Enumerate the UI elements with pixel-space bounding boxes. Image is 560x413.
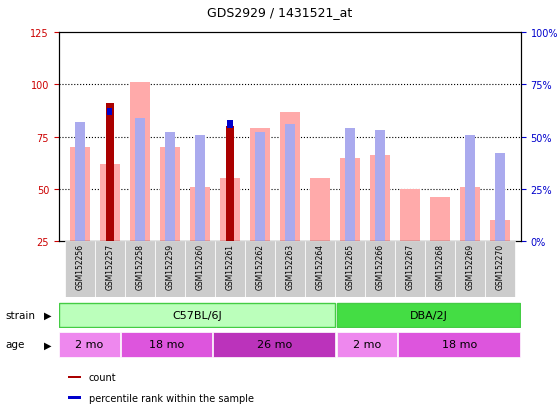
Bar <box>215 242 245 297</box>
Text: GSM152263: GSM152263 <box>285 243 295 289</box>
Bar <box>280 112 300 242</box>
Bar <box>455 242 485 297</box>
Text: GSM152258: GSM152258 <box>136 243 144 289</box>
Bar <box>430 198 450 242</box>
Text: DBA/2J: DBA/2J <box>409 310 447 320</box>
Bar <box>337 303 520 327</box>
Bar <box>134 119 145 242</box>
Bar <box>65 242 95 297</box>
Bar <box>284 125 295 242</box>
Text: C57BL/6J: C57BL/6J <box>172 310 222 320</box>
Text: GSM152259: GSM152259 <box>165 243 174 289</box>
Bar <box>125 242 155 297</box>
Text: 18 mo: 18 mo <box>149 339 184 350</box>
Text: GSM152261: GSM152261 <box>225 243 234 289</box>
Text: strain: strain <box>6 310 36 320</box>
Bar <box>344 129 355 242</box>
Bar <box>398 332 520 357</box>
Bar <box>121 332 212 357</box>
Bar <box>460 188 479 242</box>
Text: GSM152265: GSM152265 <box>346 243 354 289</box>
Bar <box>395 242 425 297</box>
Bar <box>213 332 335 357</box>
Text: 2 mo: 2 mo <box>353 339 381 350</box>
Text: GSM152260: GSM152260 <box>195 243 204 289</box>
Text: GSM152256: GSM152256 <box>75 243 85 289</box>
Text: age: age <box>6 339 25 350</box>
Text: GSM152269: GSM152269 <box>465 243 474 289</box>
Bar <box>226 127 234 242</box>
Bar <box>375 131 385 242</box>
Text: GSM152270: GSM152270 <box>495 243 505 289</box>
Text: count: count <box>89 372 116 382</box>
Text: 26 mo: 26 mo <box>257 339 292 350</box>
Bar <box>70 148 90 242</box>
Text: GSM152257: GSM152257 <box>105 243 114 289</box>
Bar <box>365 242 395 297</box>
Bar <box>340 158 360 242</box>
Text: 18 mo: 18 mo <box>442 339 477 350</box>
Bar <box>106 104 114 242</box>
Bar <box>255 133 265 242</box>
Text: GSM152264: GSM152264 <box>315 243 324 289</box>
Text: GSM152262: GSM152262 <box>255 243 264 289</box>
Bar <box>59 332 120 357</box>
Text: 2 mo: 2 mo <box>76 339 104 350</box>
Bar <box>95 242 125 297</box>
Bar <box>490 221 510 242</box>
Bar <box>107 109 113 116</box>
Bar <box>130 83 150 242</box>
Bar <box>160 148 180 242</box>
Bar <box>74 123 85 242</box>
Bar <box>190 188 209 242</box>
Bar <box>370 156 390 242</box>
Text: GSM152267: GSM152267 <box>405 243 414 289</box>
Text: percentile rank within the sample: percentile rank within the sample <box>89 393 254 403</box>
Bar <box>100 164 119 242</box>
Bar <box>68 376 81 378</box>
Text: GDS2929 / 1431521_at: GDS2929 / 1431521_at <box>207 6 353 19</box>
Bar <box>337 332 397 357</box>
Text: ▶: ▶ <box>44 339 52 350</box>
Bar <box>465 135 475 242</box>
Bar <box>185 242 215 297</box>
Bar <box>400 190 419 242</box>
Bar <box>310 179 329 242</box>
Bar <box>165 133 175 242</box>
Text: ▶: ▶ <box>44 310 52 320</box>
Bar <box>68 396 81 399</box>
Bar <box>245 242 275 297</box>
Bar <box>425 242 455 297</box>
Bar <box>485 242 515 297</box>
Bar <box>59 303 335 327</box>
Bar <box>494 154 505 242</box>
Bar <box>194 135 205 242</box>
Bar <box>220 179 240 242</box>
Bar <box>227 121 232 128</box>
Text: GSM152268: GSM152268 <box>435 243 444 289</box>
Bar <box>250 129 269 242</box>
Bar <box>305 242 335 297</box>
Bar <box>155 242 185 297</box>
Bar <box>335 242 365 297</box>
Text: GSM152266: GSM152266 <box>375 243 384 289</box>
Bar <box>275 242 305 297</box>
